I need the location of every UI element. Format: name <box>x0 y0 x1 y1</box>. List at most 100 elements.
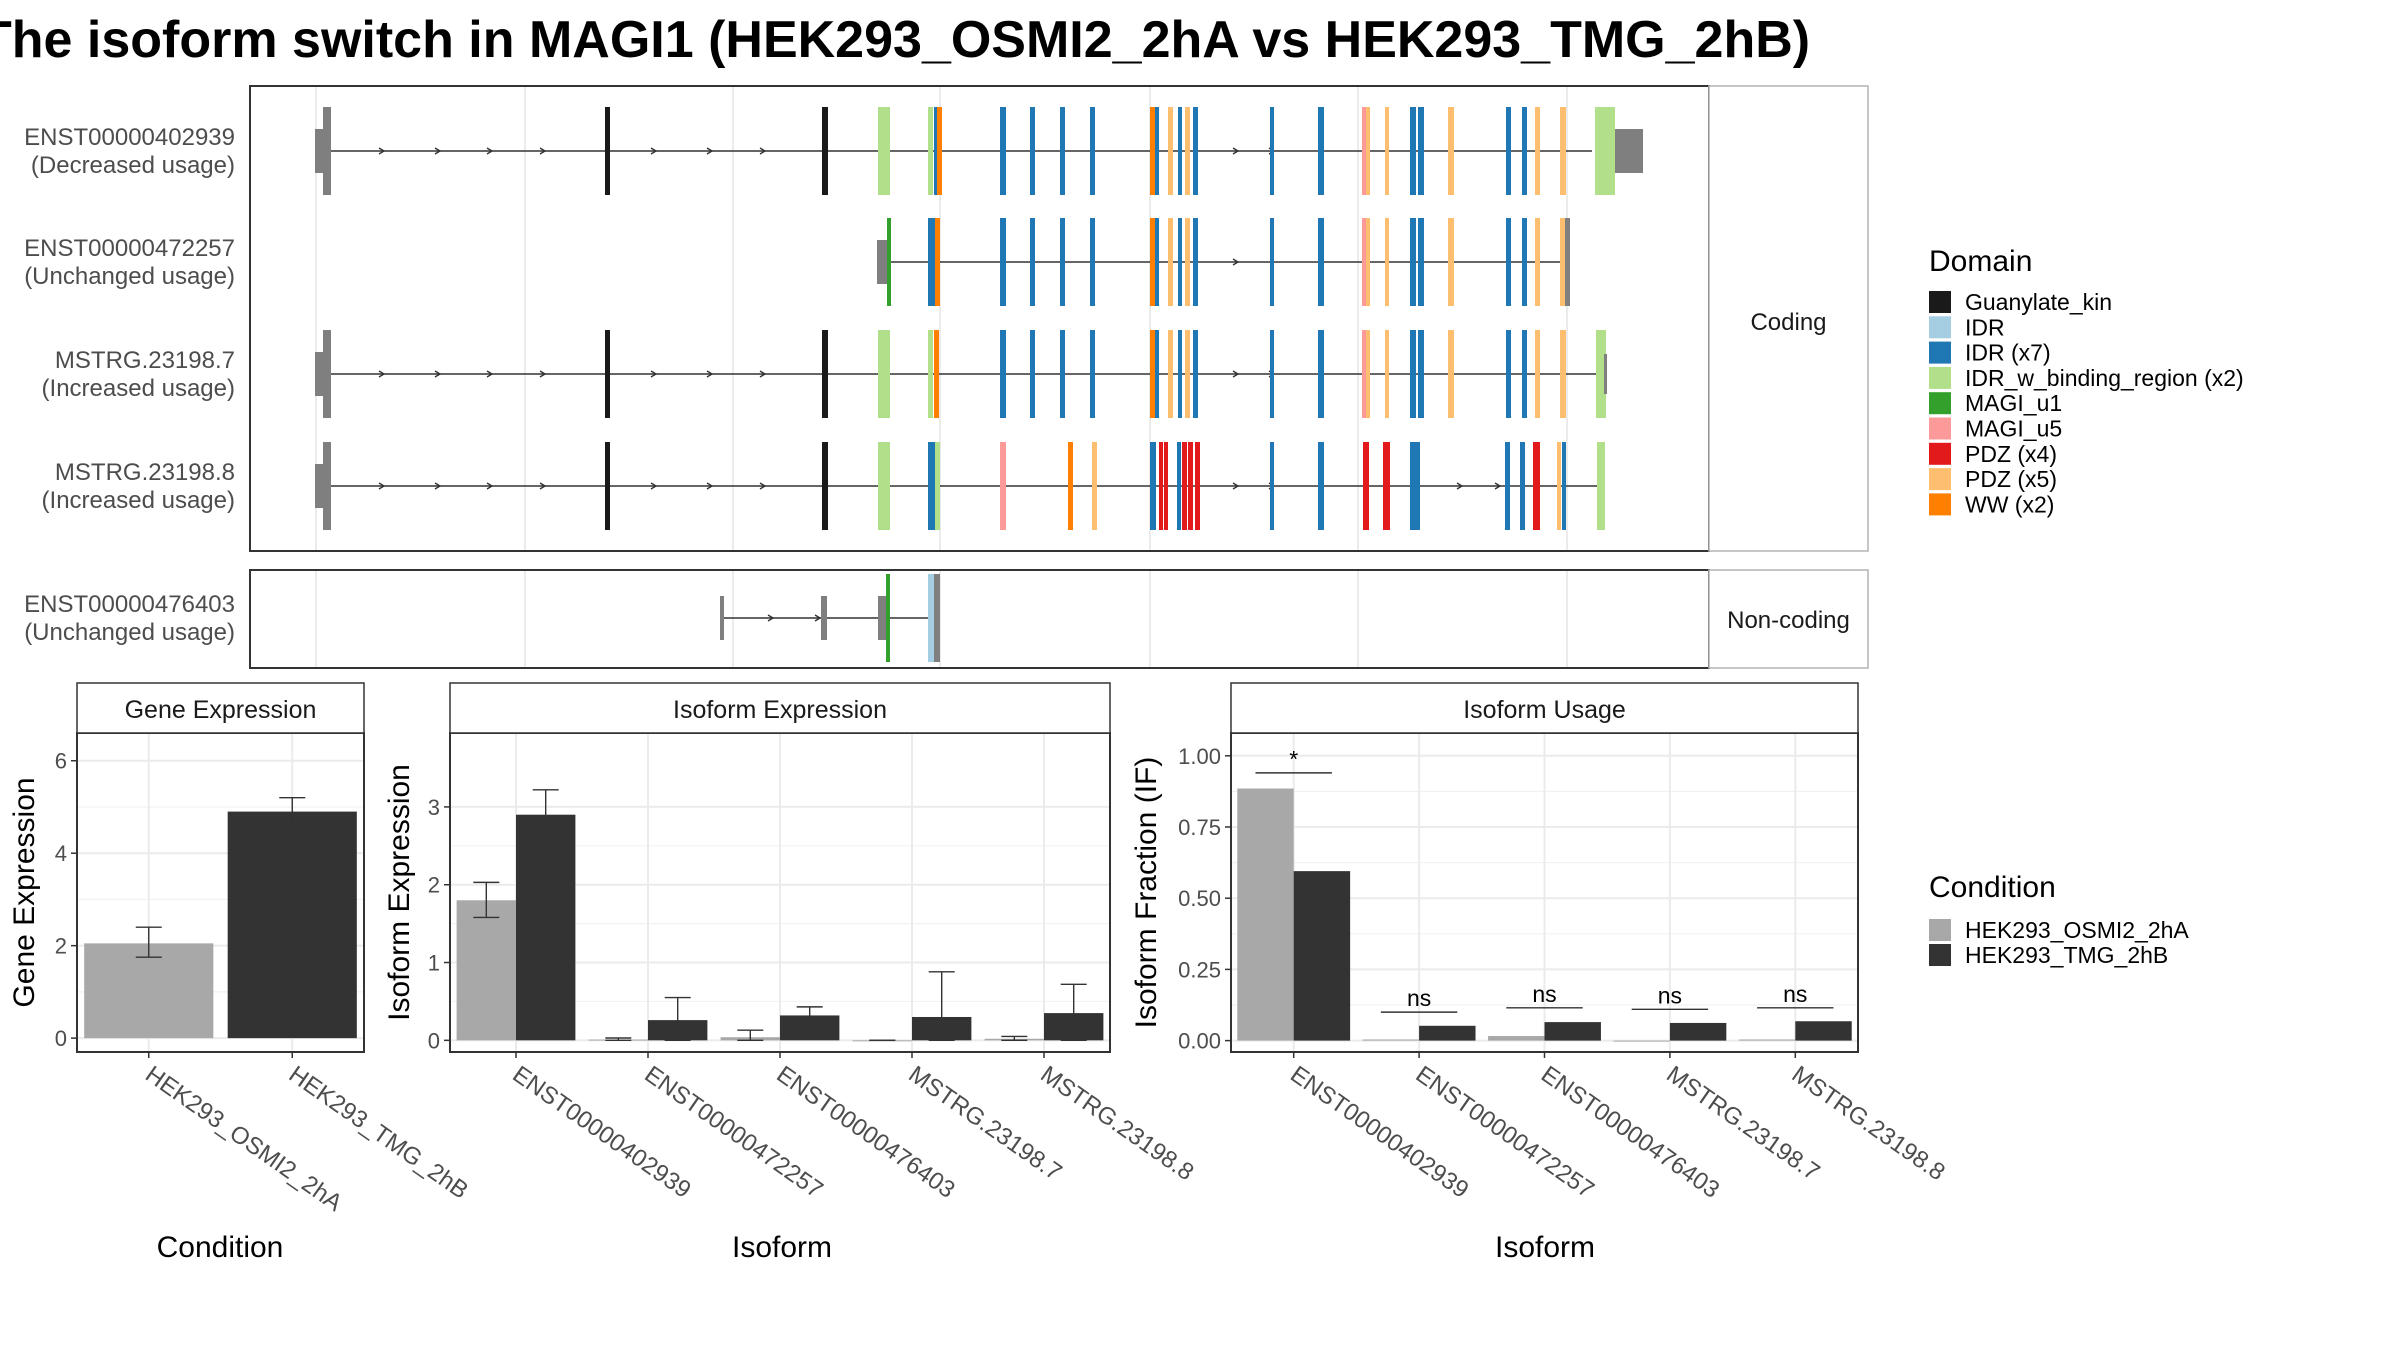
noncoding-strip <box>1708 569 1869 669</box>
strand-arrow <box>486 147 494 155</box>
exon <box>1177 442 1181 530</box>
exon <box>1030 218 1035 306</box>
strand-arrow <box>486 370 494 378</box>
exon <box>937 107 942 195</box>
strand-arrow <box>650 147 658 155</box>
exon <box>934 107 939 195</box>
coding-strip <box>1708 85 1869 552</box>
noncoding-strip-label: Non-coding <box>1727 607 1850 634</box>
strand-arrow <box>759 482 767 490</box>
exon <box>1060 330 1065 418</box>
y-tick-label: 3 <box>428 795 440 820</box>
exon <box>878 442 890 530</box>
y-tick-label: 2 <box>428 873 440 898</box>
exon <box>1000 107 1006 195</box>
y-tick-label: 4 <box>55 841 67 866</box>
exon <box>1150 107 1156 195</box>
exon <box>605 442 610 530</box>
strand-arrow <box>378 482 386 490</box>
chart-strip <box>76 682 365 734</box>
exon <box>1410 107 1416 195</box>
significance-label: * <box>1289 746 1298 772</box>
exon <box>1560 218 1566 306</box>
exon <box>1030 107 1035 195</box>
exon <box>1178 330 1182 418</box>
exon <box>1090 107 1095 195</box>
strand-arrow <box>706 370 714 378</box>
bar <box>1419 1025 1476 1041</box>
bar <box>1237 788 1294 1041</box>
condition-legend-swatch <box>1929 944 1951 966</box>
transcript-structure-panel: Coding Non-coding ENST00000402939(Decrease… <box>24 85 1869 669</box>
exon <box>1090 218 1095 306</box>
exon <box>1418 218 1424 306</box>
exon <box>1195 442 1200 530</box>
exon <box>1068 442 1073 530</box>
exon <box>1185 107 1190 195</box>
transcript-usage-label: (Unchanged usage) <box>24 619 235 646</box>
utr-block <box>934 574 940 662</box>
utr-block <box>877 240 887 284</box>
exon <box>1188 442 1193 530</box>
y-tick-label: 6 <box>55 749 67 774</box>
chart-strip <box>1230 682 1859 734</box>
y-axis-label: Isoform Expression <box>383 764 416 1021</box>
exon <box>822 442 828 530</box>
bar <box>1738 1039 1796 1041</box>
bar <box>516 814 576 1041</box>
domain-legend-label: MAGI_u5 <box>1965 416 2062 442</box>
significance-label: ns <box>1783 981 1807 1007</box>
strand-arrow <box>378 370 386 378</box>
bar <box>1669 1022 1727 1041</box>
exon <box>1505 442 1510 530</box>
chart-strip-label: Gene Expression <box>125 696 317 724</box>
exon <box>1385 330 1389 418</box>
exon <box>1182 442 1187 530</box>
exon <box>1168 107 1173 195</box>
domain-legend-swatch <box>1929 493 1951 516</box>
exon <box>1030 330 1035 418</box>
exon <box>323 330 331 418</box>
chart-strip-label: Isoform Expression <box>673 696 887 724</box>
transcript-label: ENST00000402939 <box>24 124 235 151</box>
transcript-usage-label: (Unchanged usage) <box>24 263 235 290</box>
transcript-usage-label: (Decreased usage) <box>31 152 235 179</box>
exon <box>1168 218 1173 306</box>
exon <box>1385 218 1389 306</box>
exon <box>878 330 890 418</box>
utr-block <box>1604 354 1607 394</box>
strand-arrow <box>378 147 386 155</box>
exon <box>1418 107 1424 195</box>
exon <box>1178 218 1182 306</box>
strand-arrow <box>1232 370 1240 378</box>
strand-arrow <box>434 147 442 155</box>
utr-block <box>878 596 886 640</box>
y-tick-label: 1 <box>428 951 440 976</box>
domain-legend-label: IDR <box>1965 314 2005 340</box>
domain-legend-label: PDZ (x5) <box>1965 466 2057 492</box>
condition-legend-swatch <box>1929 919 1951 941</box>
exon <box>1506 218 1511 306</box>
exon <box>928 442 935 530</box>
exon <box>1150 442 1156 530</box>
exon <box>1270 442 1274 530</box>
exon <box>605 107 610 195</box>
coding-panel-bg <box>250 86 1709 551</box>
exon <box>1363 442 1369 530</box>
utr-block <box>720 596 724 640</box>
strand-arrow <box>706 147 714 155</box>
condition-legend-title: Condition <box>1929 871 2056 904</box>
exon <box>1366 107 1370 195</box>
bar <box>227 811 357 1039</box>
exon <box>878 107 890 195</box>
exon <box>1000 218 1006 306</box>
y-axis-label: Isoform Fraction (IF) <box>1130 757 1163 1029</box>
strand-arrow <box>759 147 767 155</box>
strand-arrow <box>650 482 658 490</box>
strand-arrow <box>434 370 442 378</box>
y-tick-label: 0.75 <box>1178 815 1221 840</box>
exon <box>1193 107 1198 195</box>
exon <box>1410 330 1416 418</box>
bar <box>1293 871 1351 1041</box>
exon <box>935 218 940 306</box>
